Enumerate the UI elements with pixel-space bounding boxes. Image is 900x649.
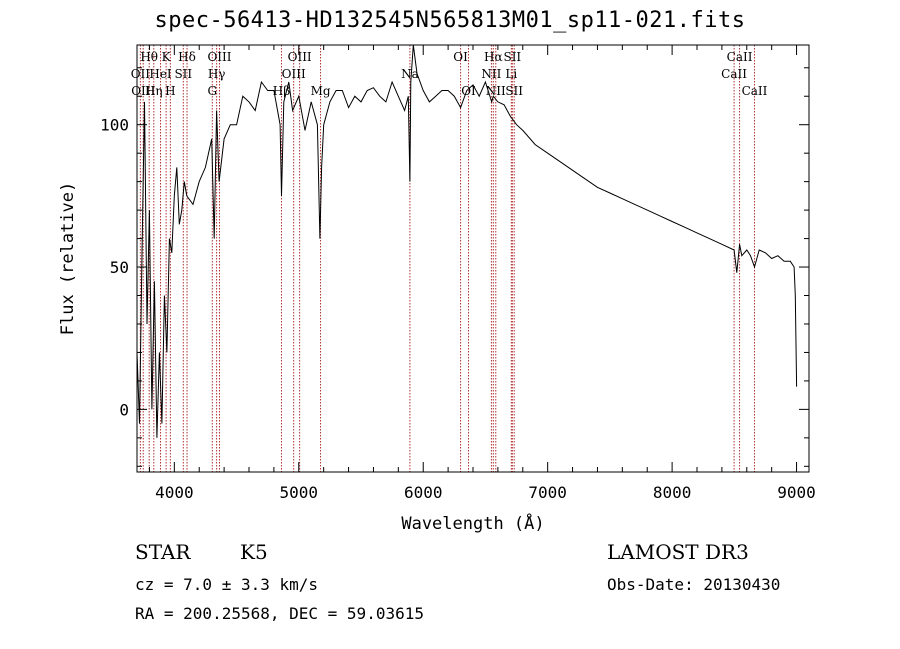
marker-label: OIII bbox=[207, 50, 231, 64]
marker-label: Hθ bbox=[140, 50, 158, 64]
object-subclass: K5 bbox=[240, 540, 268, 564]
coordinates: RA = 200.25568, DEC = 59.03615 bbox=[135, 604, 424, 623]
marker-label: G bbox=[207, 84, 217, 98]
line-marker-labels: Hθ OII OIII K HeI Hη Hδ SII H OIII Hγ G OIII OIII Hβ Mg… bbox=[131, 50, 768, 98]
marker-label: OI bbox=[461, 84, 476, 98]
marker-label: Hα bbox=[484, 50, 503, 64]
axes-ticks: 4000 5000 6000 7000 8000 9000 0 50 100 bbox=[100, 45, 816, 502]
marker-label: SII bbox=[505, 84, 523, 98]
marker-label: OIII bbox=[288, 50, 312, 64]
marker-label: Mg bbox=[311, 84, 331, 98]
redshift-cz: cz = 7.0 ± 3.3 km/s bbox=[135, 575, 319, 594]
marker-label: Hγ bbox=[208, 67, 226, 81]
x-tick-label: 9000 bbox=[777, 483, 816, 502]
marker-label: OIII bbox=[131, 84, 155, 98]
chart-title: spec-56413-HD132545N565813M01_sp11-021.f… bbox=[154, 8, 746, 33]
line-markers bbox=[139, 45, 755, 472]
marker-label: SII bbox=[174, 67, 192, 81]
marker-label: CaII bbox=[742, 84, 768, 98]
marker-label: NII bbox=[481, 67, 501, 81]
marker-label: K bbox=[162, 50, 172, 64]
marker-label: Hδ bbox=[178, 50, 196, 64]
y-tick-label: 100 bbox=[100, 116, 129, 135]
survey-label: LAMOST DR3 bbox=[607, 540, 749, 564]
x-tick-label: 4000 bbox=[155, 483, 194, 502]
y-tick-label: 0 bbox=[119, 400, 129, 419]
marker-label: H bbox=[165, 84, 175, 98]
x-tick-label: 5000 bbox=[280, 483, 319, 502]
y-tick-label: 50 bbox=[110, 258, 129, 277]
marker-label: CaII bbox=[727, 50, 753, 64]
marker-label: OIII bbox=[282, 67, 306, 81]
y-axis-label: Flux (relative) bbox=[58, 182, 78, 336]
x-tick-label: 7000 bbox=[528, 483, 567, 502]
marker-label: OII bbox=[131, 67, 151, 81]
spectrum-series-line bbox=[136, 44, 798, 438]
marker-label: SII bbox=[503, 50, 521, 64]
marker-label: Na bbox=[401, 67, 419, 81]
marker-label: Hβ bbox=[273, 84, 290, 98]
x-tick-label: 6000 bbox=[404, 483, 443, 502]
obs-date: Obs-Date: 20130430 bbox=[607, 575, 781, 594]
object-class: STAR bbox=[135, 540, 191, 564]
marker-label: CaII bbox=[721, 67, 747, 81]
marker-label: NII bbox=[486, 84, 506, 98]
marker-label: Hη bbox=[145, 84, 163, 98]
marker-label: Li bbox=[505, 67, 517, 81]
marker-label: OI bbox=[453, 50, 468, 64]
x-tick-label: 8000 bbox=[653, 483, 692, 502]
plot-frame bbox=[136, 44, 810, 473]
marker-label: HeI bbox=[149, 67, 172, 81]
x-axis-label: Wavelength (Å) bbox=[401, 512, 544, 534]
